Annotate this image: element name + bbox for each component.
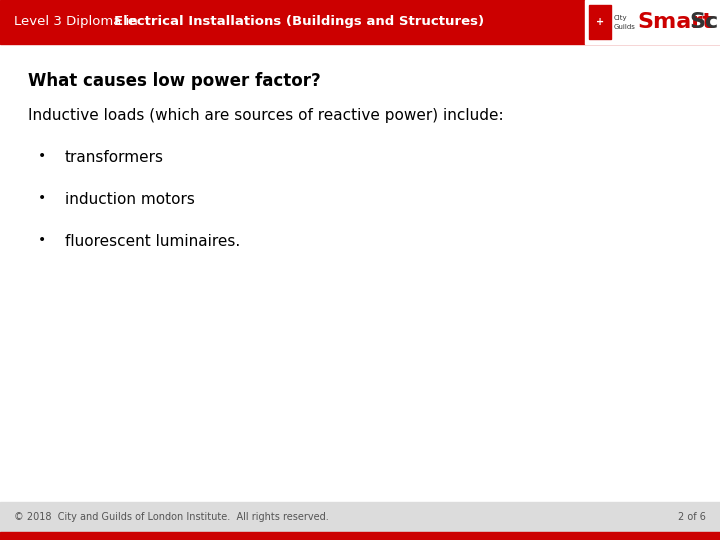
Text: Level 3 Diploma in: Level 3 Diploma in	[14, 16, 142, 29]
Text: Screen: Screen	[689, 12, 720, 32]
Text: fluorescent luminaires.: fluorescent luminaires.	[65, 234, 240, 249]
Text: City: City	[614, 15, 628, 21]
Text: 2 of 6: 2 of 6	[678, 512, 706, 522]
Bar	[0, 502, 720, 540]
Text: •: •	[38, 233, 46, 247]
Bar	[0, 0, 720, 44]
Bar	[589, 5, 611, 39]
Text: What causes low power factor?: What causes low power factor?	[28, 72, 320, 90]
Text: •: •	[38, 149, 46, 163]
Text: Inductive loads (which are sources of reactive power) include:: Inductive loads (which are sources of re…	[28, 108, 503, 123]
Bar	[0, 532, 720, 540]
Text: •: •	[38, 191, 46, 205]
Text: Guilds: Guilds	[614, 24, 636, 30]
Text: transformers: transformers	[65, 150, 164, 165]
Bar	[585, 0, 720, 44]
Text: Electrical Installations (Buildings and Structures): Electrical Installations (Buildings and …	[114, 16, 484, 29]
Text: +: +	[596, 17, 604, 27]
Text: induction motors: induction motors	[65, 192, 195, 207]
Text: Smart: Smart	[637, 12, 713, 32]
Text: © 2018  City and Guilds of London Institute.  All rights reserved.: © 2018 City and Guilds of London Institu…	[14, 512, 329, 522]
